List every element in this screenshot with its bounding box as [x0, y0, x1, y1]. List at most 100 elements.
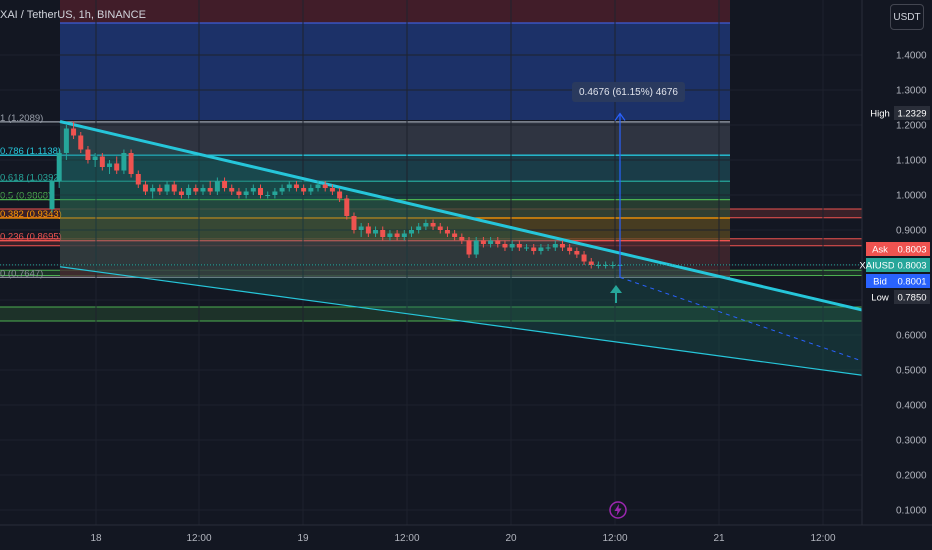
price-tag-label-bg — [866, 290, 894, 304]
candle-body — [531, 247, 537, 251]
price-tick-label: 1.0000 — [896, 191, 927, 202]
channel-lower-line — [59, 266, 889, 380]
fib-band — [60, 199, 730, 218]
fib-zone — [60, 23, 730, 120]
price-tag-value: 1.2329 — [897, 109, 926, 120]
price-tag-value: 0.8003 — [897, 261, 926, 272]
candle-body — [495, 240, 501, 244]
price-tag-value-bg — [894, 290, 930, 304]
fib-band — [60, 121, 730, 156]
price-tag-label: XAIUSDT — [859, 261, 900, 272]
candle-body — [308, 188, 314, 192]
candle-body — [358, 226, 364, 230]
candle-body — [92, 156, 98, 160]
candle-body — [581, 254, 587, 262]
candle-body — [538, 247, 544, 251]
candle-body — [315, 184, 321, 188]
candle-body — [559, 244, 565, 248]
candle-body — [322, 184, 328, 188]
price-tag-label-bg — [866, 258, 894, 272]
candle-body — [502, 244, 508, 248]
time-tick-label: 12:00 — [602, 533, 627, 544]
time-tick-label: 18 — [90, 533, 102, 544]
candle-body — [265, 195, 271, 196]
buy-arrow-icon — [610, 285, 622, 303]
candle-body — [164, 184, 170, 192]
candle-body — [452, 233, 458, 237]
price-tag-value: 0.8001 — [897, 277, 926, 288]
currency-button[interactable]: USDT — [890, 4, 924, 30]
candle-body — [567, 247, 573, 251]
candle-body — [437, 226, 443, 230]
price-tick-label: 0.5000 — [896, 366, 927, 377]
candle-body — [128, 153, 134, 174]
price-tick-label: 0.9000 — [896, 226, 927, 237]
price-tag-value-bg — [894, 242, 930, 256]
measure-label: 0.4676 (61.15%) 4676 — [572, 82, 685, 102]
price-tag-value-bg — [894, 274, 930, 288]
price-tick-label: 1.1000 — [896, 156, 927, 167]
candle-body — [344, 198, 350, 216]
price-tag-label: Ask — [872, 245, 888, 256]
candle-body — [301, 188, 307, 192]
time-tick-label: 20 — [505, 533, 517, 544]
candle-body — [329, 188, 335, 192]
candle-body — [63, 128, 69, 153]
price-tag-label-bg — [866, 242, 894, 256]
symbol-title[interactable]: XAI / TetherUS, 1h, BINANCE — [0, 9, 146, 21]
candle-body — [351, 216, 357, 230]
price-tag-label-bg — [866, 274, 894, 288]
candle-body — [408, 230, 414, 234]
price-tick-label: 0.2000 — [896, 471, 927, 482]
price-tag-label: High — [870, 109, 890, 120]
candle-body — [387, 233, 393, 237]
candle-body — [49, 181, 55, 209]
flash-icon[interactable] — [608, 500, 628, 520]
price-tick-label: 0.4000 — [896, 401, 927, 412]
candle-body — [516, 244, 522, 248]
horizontal-zone — [0, 307, 862, 321]
candle-body — [423, 223, 429, 227]
candle-body — [114, 163, 120, 171]
time-tick-label: 12:00 — [186, 533, 211, 544]
fib-band — [60, 217, 730, 241]
candle-body — [71, 128, 77, 136]
time-tick-label: 21 — [713, 533, 725, 544]
candle-body — [488, 240, 494, 244]
candle-body — [222, 181, 228, 188]
price-tick-label: 0.6000 — [896, 331, 927, 342]
candle-body — [480, 240, 486, 244]
time-tick-label: 12:00 — [810, 533, 835, 544]
price-tag-label-bg — [866, 106, 894, 120]
price-tag-value-bg — [894, 106, 930, 120]
candle-body — [401, 233, 407, 237]
price-tag-label: Low — [871, 293, 889, 304]
candle-body — [78, 135, 84, 150]
fib-label: 0.236 (0.8695) — [0, 232, 62, 243]
candle-body — [293, 184, 299, 188]
candle-body — [258, 188, 264, 195]
candle-body — [459, 237, 465, 241]
candle-body — [373, 230, 379, 234]
fib-label: 0.382 (0.9343) — [0, 209, 62, 220]
candle-body — [595, 265, 601, 266]
fib-zone — [60, 0, 730, 23]
price-tick-label: 0.3000 — [896, 436, 927, 447]
fib-label: 1 (1.2089) — [0, 113, 43, 124]
candle-body — [272, 191, 278, 195]
time-tick-label: 19 — [297, 533, 309, 544]
channel-upper-line — [59, 120, 889, 318]
candle-body — [430, 223, 436, 227]
candle-body — [603, 265, 609, 266]
candle-body — [243, 191, 249, 195]
candle-body — [286, 184, 292, 188]
candle-body — [200, 188, 206, 192]
candle-body — [186, 188, 192, 195]
price-tag-value: 0.8003 — [897, 245, 926, 256]
fib-band — [60, 240, 730, 278]
measure-arrowhead — [614, 112, 626, 121]
candle-body — [135, 174, 141, 185]
price-tick-label: 1.2000 — [896, 121, 927, 132]
